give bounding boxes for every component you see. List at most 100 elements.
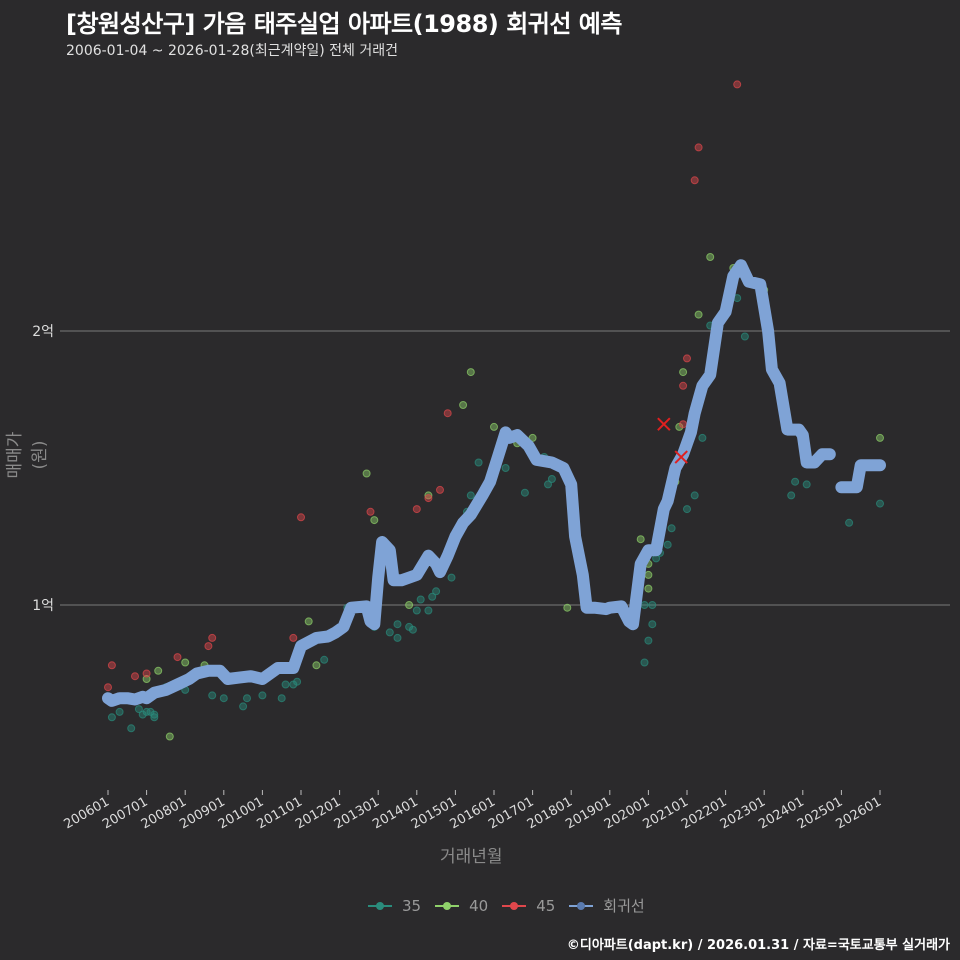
- regression-line: [102, 259, 886, 707]
- legend-label: 35: [402, 896, 422, 915]
- scatter-point-45: [694, 143, 703, 152]
- scatter-point-40: [706, 253, 715, 261]
- scatter-point-35: [277, 694, 286, 703]
- scatter-point-35: [320, 655, 329, 664]
- scatter-point-35: [802, 480, 811, 489]
- scatter-point-35: [698, 433, 707, 442]
- scatter-point-40: [362, 469, 371, 478]
- scatter-point-40: [644, 584, 653, 593]
- scatter-point-35: [791, 477, 800, 486]
- scatter-point-35: [690, 491, 699, 500]
- scatter-point-35: [424, 606, 433, 615]
- legend-key-icon: [569, 899, 594, 913]
- regression-line-path: [835, 459, 886, 494]
- scatter-point-45: [424, 494, 433, 503]
- x-axis-label: 거래년월: [440, 847, 503, 867]
- scatter-point-45: [690, 176, 699, 185]
- scatter-point-35: [127, 724, 136, 733]
- scatter-point-35: [208, 691, 217, 700]
- scatter-point-35: [293, 677, 302, 686]
- highlight-x-icon: [657, 417, 671, 431]
- scatter-point-40: [636, 535, 645, 544]
- scatter-point-35: [412, 606, 421, 615]
- scatter-point-40: [304, 617, 313, 626]
- scatter-point-35: [648, 601, 657, 609]
- scatter-point-40: [181, 658, 190, 667]
- scatter-point-45: [366, 507, 375, 516]
- scatter-point-35: [243, 694, 251, 703]
- scatter-point-45: [107, 661, 116, 670]
- legend-label: 회귀선: [603, 897, 645, 915]
- regression-line-path: [102, 259, 836, 707]
- scatter-point-35: [520, 488, 529, 497]
- legend-item-regression[interactable]: 회귀선: [569, 895, 645, 916]
- scatter-points: [104, 80, 884, 741]
- scatter-point-35: [134, 705, 143, 714]
- legend: 35 40 45 회귀선: [368, 895, 659, 916]
- scatter-point-35: [258, 691, 267, 700]
- legend-item-35[interactable]: 35: [368, 897, 421, 915]
- legend-label: 45: [536, 896, 556, 915]
- scatter-point-35: [474, 458, 483, 467]
- gridlines: [60, 330, 950, 606]
- scatter-point-45: [104, 683, 112, 692]
- scatter-point-45: [679, 420, 688, 429]
- scatter-point-40: [165, 732, 174, 741]
- scatter-point-35: [150, 710, 159, 719]
- legend-item-40[interactable]: 40: [435, 897, 488, 915]
- scatter-point-40: [563, 603, 572, 612]
- x-axis-ticks: 2006012007012008012009012010012011012012…: [62, 790, 884, 832]
- scatter-point-35: [640, 601, 649, 609]
- highlight-x-icon: [674, 450, 688, 464]
- legend-item-45[interactable]: 45: [502, 897, 555, 915]
- scatter-point-35: [432, 587, 441, 596]
- scatter-point-45: [208, 633, 217, 642]
- scatter-point-35: [150, 713, 159, 722]
- scatter-point-35: [547, 475, 556, 483]
- scatter-point-40: [405, 601, 414, 609]
- scatter-point-35: [408, 625, 417, 634]
- scatter-point-40: [154, 666, 163, 675]
- scatter-point-35: [845, 518, 854, 527]
- scatter-point-45: [683, 354, 691, 363]
- scatter-point-45: [173, 653, 182, 662]
- scatter-point-35: [466, 491, 475, 500]
- scatter-point-35: [501, 464, 510, 472]
- scatter-point-35: [683, 505, 691, 514]
- scatter-point-35: [219, 694, 228, 703]
- scatter-point-40: [644, 570, 653, 579]
- scatter-point-35: [107, 713, 116, 722]
- scatter-point-35: [667, 524, 676, 533]
- legend-key-icon: [502, 899, 527, 913]
- scatter-point-45: [436, 485, 444, 494]
- scatter-point-40: [312, 661, 321, 670]
- scatter-point-40: [424, 491, 433, 500]
- scatter-point-35: [447, 573, 456, 582]
- scatter-point-40: [528, 433, 537, 442]
- highlight-markers: [657, 417, 688, 464]
- y-tick-label: 1억: [32, 598, 54, 614]
- scatter-point-35: [239, 702, 248, 711]
- chart-title: [창원성산구] 가음 태주실업 아파트(1988) 회귀선 예측: [66, 10, 622, 38]
- scatter-point-35: [740, 332, 749, 341]
- scatter-point-40: [370, 516, 379, 525]
- scatter-point-35: [648, 620, 657, 629]
- scatter-point-35: [416, 595, 425, 604]
- scatter-point-35: [663, 540, 672, 549]
- scatter-point-35: [644, 636, 653, 645]
- scatter-point-45: [204, 642, 213, 651]
- scatter-point-45: [679, 381, 688, 390]
- y-axis-ticks: 1억 2억: [32, 324, 54, 614]
- scatter-point-45: [733, 80, 742, 89]
- scatter-point-35: [640, 658, 649, 667]
- scatter-point-45: [443, 409, 452, 418]
- scatter-point-35: [876, 499, 884, 508]
- legend-key-icon: [368, 899, 392, 913]
- chart-subtitle: 2006-01-04 ~ 2026-01-28(최근계약일) 전체 거래건: [66, 43, 398, 59]
- scatter-point-35: [393, 620, 402, 629]
- scatter-point-35: [393, 633, 402, 642]
- scatter-point-40: [679, 368, 688, 377]
- scatter-point-40: [694, 310, 703, 319]
- scatter-point-45: [142, 669, 151, 678]
